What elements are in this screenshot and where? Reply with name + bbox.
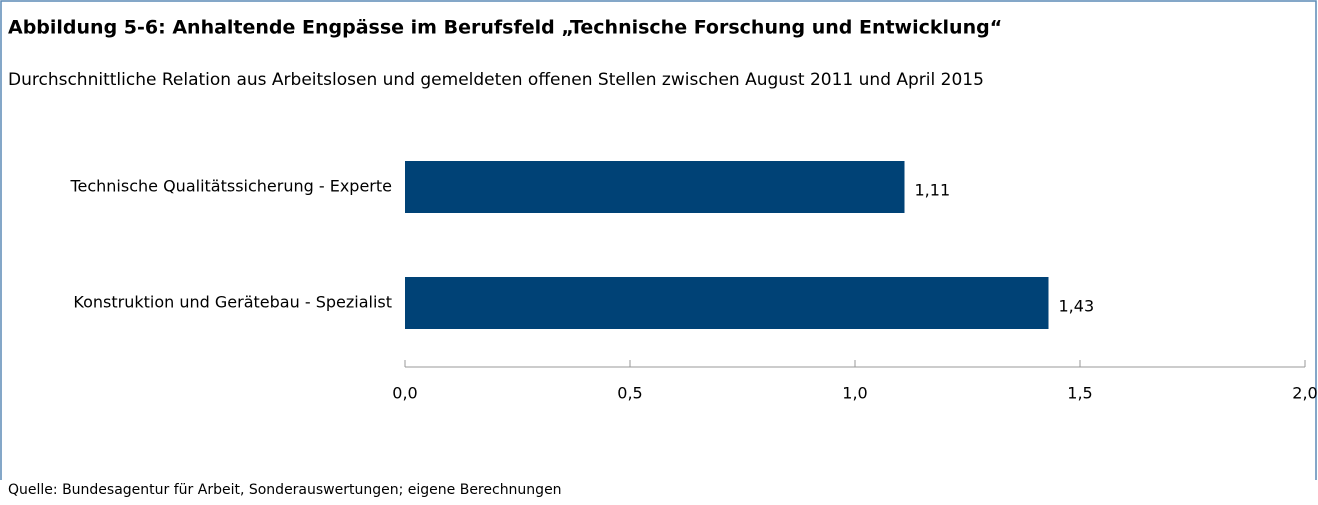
value-label: 1,43 (1059, 297, 1095, 316)
x-tick-label: 1,0 (842, 384, 867, 403)
x-tick-label: 0,0 (392, 384, 417, 403)
chart-title: Abbildung 5-6: Anhaltende Engpässe im Be… (8, 17, 1002, 39)
bar (405, 161, 905, 213)
frame (0, 0, 1317, 480)
x-tick-label: 0,5 (617, 384, 642, 403)
y-tick-label: Technische Qualitätssicherung - Experte (69, 177, 392, 196)
bar (405, 277, 1049, 329)
chart-subtitle: Durchschnittliche Relation aus Arbeitslo… (8, 70, 984, 90)
x-tick-label: 2,0 (1292, 384, 1317, 403)
source: Quelle: Bundesagentur für Arbeit, Sonder… (8, 482, 562, 498)
value-label: 1,11 (915, 181, 951, 200)
y-tick-label: Konstruktion und Gerätebau - Spezialist (73, 293, 392, 312)
x-tick-label: 1,5 (1067, 384, 1092, 403)
